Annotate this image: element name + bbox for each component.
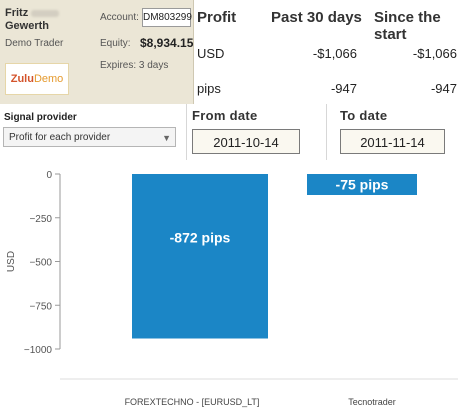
bar	[132, 174, 268, 339]
row-pips-since: -947	[430, 81, 457, 96]
redacted-text	[31, 9, 60, 17]
signal-provider-value: Profit for each provider	[9, 132, 111, 143]
equity-label: Equity:	[100, 38, 131, 49]
row-pips-label: pips	[197, 81, 221, 96]
to-date-label: To date	[340, 108, 388, 123]
divider	[326, 104, 327, 160]
header-profit: Profit	[197, 9, 237, 26]
header-since-start: Since the start	[374, 9, 441, 43]
expires-text: Expires: 3 days	[100, 60, 169, 71]
from-date-input[interactable]: 2011-10-14	[192, 129, 300, 154]
account-number-field[interactable]: DM803299	[142, 8, 192, 27]
bar-data-label: -872 pips	[170, 229, 231, 245]
row-usd-since: -$1,066	[412, 46, 457, 61]
y-axis-title: USD	[6, 251, 17, 272]
x-category-label: Tecnotrader	[348, 397, 396, 407]
to-date-input[interactable]: 2011-11-14	[340, 129, 445, 154]
account-label: Account:	[100, 12, 139, 23]
account-panel: Fritz Gewerth Demo Trader Zulu Demo Accou…	[0, 0, 194, 104]
x-category-label: FOREXTECHNO - [EURUSD_LT]	[125, 397, 260, 407]
trader-first-name: Fritz	[5, 7, 29, 19]
logo-text-demo: Demo	[33, 73, 64, 85]
row-usd-label: USD	[197, 46, 225, 61]
chevron-down-icon: ▼	[162, 133, 171, 143]
profit-summary-table: Profit Past 30 days Since the start USD …	[197, 0, 460, 104]
divider	[186, 104, 187, 160]
signal-provider-select[interactable]: Profit for each provider ▼	[3, 127, 176, 147]
trader-last-name: Gewerth	[5, 20, 50, 32]
zulu-demo-logo: Zulu Demo	[5, 63, 69, 95]
equity-value: $8,934.15	[140, 36, 194, 50]
logo-text-zulu: Zulu	[10, 73, 34, 85]
row-pips-past30: -947	[330, 81, 357, 96]
trader-role: Demo Trader	[5, 38, 64, 49]
y-tick-label: −500	[29, 258, 52, 269]
from-date-label: From date	[192, 108, 258, 123]
signal-provider-label: Signal provider	[4, 112, 77, 123]
header-past-30-days: Past 30 days	[271, 9, 362, 26]
y-tick-label: −1000	[24, 345, 53, 356]
y-tick-label: −750	[29, 301, 52, 312]
row-usd-past30: -$1,066	[312, 46, 357, 61]
y-tick-label: 0	[46, 170, 52, 181]
trader-name: Fritz Gewerth	[5, 7, 60, 33]
provider-profit-chart: 0 −250 −500 −750 −1000 USD -872 pips FOREXTECHN…	[6, 170, 458, 407]
y-tick-label: −250	[29, 214, 52, 225]
bar	[307, 174, 417, 195]
bar-data-label: -75 pips	[336, 177, 389, 193]
